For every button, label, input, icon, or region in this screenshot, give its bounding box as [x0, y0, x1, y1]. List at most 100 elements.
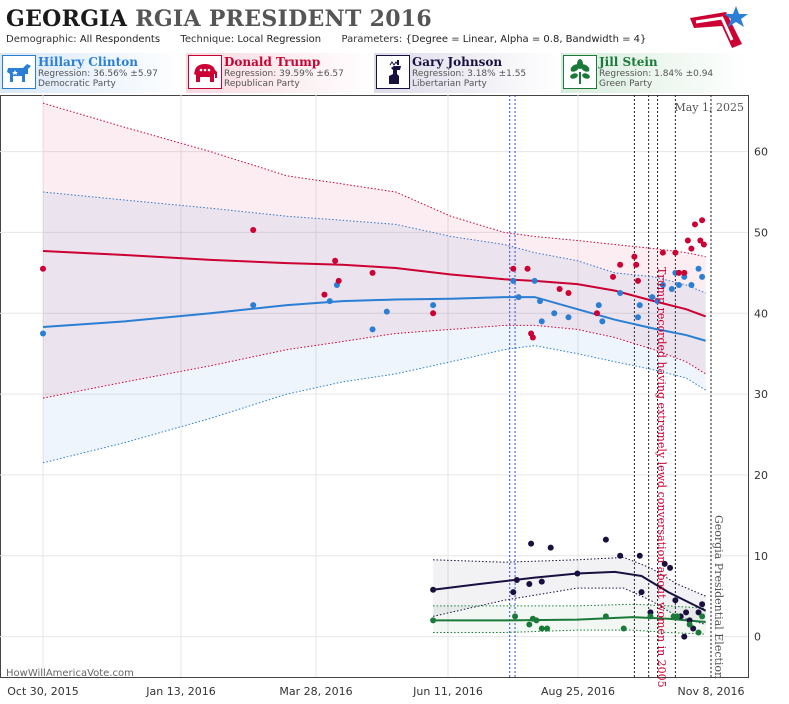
poll-point — [617, 290, 624, 297]
candidate-card-clinton[interactable]: Hillary Clinton Regression: 36.56% ±5.97… — [0, 53, 186, 93]
poll-point — [699, 601, 706, 608]
poll-point — [688, 245, 695, 252]
poll-point — [335, 277, 342, 284]
candidate-card-johnson[interactable]: Gary Johnson Regression: 3.18% ±1.55 Lib… — [374, 53, 560, 93]
poll-point — [326, 298, 333, 305]
poll-point — [688, 281, 695, 288]
poll-point — [430, 302, 437, 309]
poll-point — [250, 226, 257, 233]
trend-line — [42, 296, 706, 342]
poll-point — [383, 308, 390, 315]
candidate-name: Jill Stein — [599, 55, 658, 69]
candidate-regression: Regression: 3.18% ±1.55 — [412, 69, 527, 79]
confidence-band — [43, 103, 706, 399]
poll-point — [526, 621, 533, 628]
y-tick-label: 10 — [754, 550, 768, 563]
poll-point — [430, 310, 437, 317]
site-watermark: HowWillAmericaVote.com — [6, 668, 134, 679]
poll-point — [617, 261, 624, 268]
candidate-regression: Regression: 39.59% ±6.57 — [224, 69, 344, 79]
poll-point — [686, 621, 693, 628]
poll-point — [633, 261, 640, 268]
x-tick-label: Oct 30, 2015 — [7, 685, 79, 698]
plot-frame — [0, 95, 749, 678]
poll-point — [674, 613, 681, 620]
poll-point — [695, 609, 702, 616]
poll-point — [636, 302, 643, 309]
poll-point — [634, 277, 641, 284]
demographic-label: Demographic: — [6, 34, 77, 45]
candidate-card-trump[interactable]: Donald Trump Regression: 39.59% ±6.57 Re… — [186, 53, 372, 93]
poll-point — [647, 613, 654, 620]
state-title: GEORGIA — [6, 6, 128, 32]
candidate-name: Gary Johnson — [412, 55, 503, 69]
confidence-upper — [42, 191, 706, 294]
candidate-cards: Hillary Clinton Regression: 36.56% ±5.97… — [0, 53, 789, 95]
poll-point — [631, 253, 638, 260]
poll-point — [654, 298, 661, 305]
candidate-party: Democratic Party — [38, 79, 116, 89]
poll-point — [529, 334, 536, 341]
poll-point — [574, 570, 581, 577]
poll-chart: 0 10 20 30 40 50 60 Oct 30, 2015 Jan 13, 2016 Mar… — [0, 95, 768, 698]
trend-line — [432, 570, 707, 612]
x-tick-label: Jun 11, 2016 — [412, 685, 483, 698]
poll-point — [332, 257, 339, 264]
confidence-upper — [42, 102, 706, 258]
x-tick-label: Nov 8, 2016 — [678, 685, 745, 698]
leaf-icon — [563, 55, 597, 89]
poll-point — [512, 613, 519, 620]
elephant-icon — [188, 55, 222, 89]
candidate-party: Republican Party — [224, 79, 300, 89]
race-title: RGIA PRESIDENT 2016 — [135, 6, 433, 32]
poll-point — [533, 617, 540, 624]
poll-point — [697, 237, 704, 244]
poll-point — [538, 578, 545, 585]
event-annotation: Georgia Presidential Election — [712, 515, 725, 679]
trend-line — [42, 250, 707, 318]
poll-point — [699, 273, 706, 280]
poll-point — [369, 269, 376, 276]
poll-point — [593, 310, 600, 317]
poll-point — [526, 581, 533, 588]
candidate-name: Donald Trump — [224, 55, 321, 69]
poll-point — [649, 294, 656, 301]
poll-point — [430, 617, 437, 624]
parameters-value: {Degree = Linear, Alpha = 0.8, Bandwidth… — [405, 34, 647, 45]
confidence-band — [433, 557, 706, 625]
y-tick-label: 20 — [754, 469, 768, 482]
poll-point — [524, 265, 531, 272]
x-tick-label: Jan 13, 2016 — [145, 685, 215, 698]
poll-point — [538, 318, 545, 325]
poll-point — [700, 241, 707, 248]
y-tick-label: 0 — [754, 631, 761, 644]
parameters-line: Demographic: All Respondents Technique: … — [6, 34, 646, 45]
candidate-party: Libertarian Party — [412, 79, 487, 89]
candidate-name: Hillary Clinton — [38, 55, 138, 69]
poll-point — [40, 330, 46, 337]
page-title: GEORGIA RGIA PRESIDENT 2016 — [6, 6, 432, 32]
candidate-card-stein[interactable]: Jill Stein Regression: 1.84% ±0.94 Green… — [561, 53, 747, 93]
poll-point — [544, 625, 551, 632]
candidate-regression: Regression: 1.84% ±0.94 — [599, 69, 714, 79]
poll-point — [515, 294, 522, 301]
poll-point — [661, 560, 668, 567]
x-tick-label: Aug 25, 2016 — [541, 685, 615, 698]
poll-point — [510, 589, 517, 596]
poll-point — [602, 613, 609, 620]
poll-point — [691, 221, 698, 228]
site-logo-icon — [690, 6, 748, 48]
y-tick-label: 50 — [754, 226, 768, 239]
poll-point — [531, 277, 538, 284]
poll-point — [675, 269, 682, 276]
poll-point — [667, 564, 674, 571]
poll-point — [565, 290, 572, 297]
y-tick-label: 60 — [754, 146, 768, 159]
poll-point — [538, 625, 545, 632]
poll-point — [250, 302, 257, 309]
poll-point — [556, 286, 563, 292]
poll-point — [513, 577, 520, 583]
poll-point — [510, 265, 517, 272]
y-tick-label: 40 — [754, 307, 768, 320]
poll-point — [668, 286, 675, 292]
